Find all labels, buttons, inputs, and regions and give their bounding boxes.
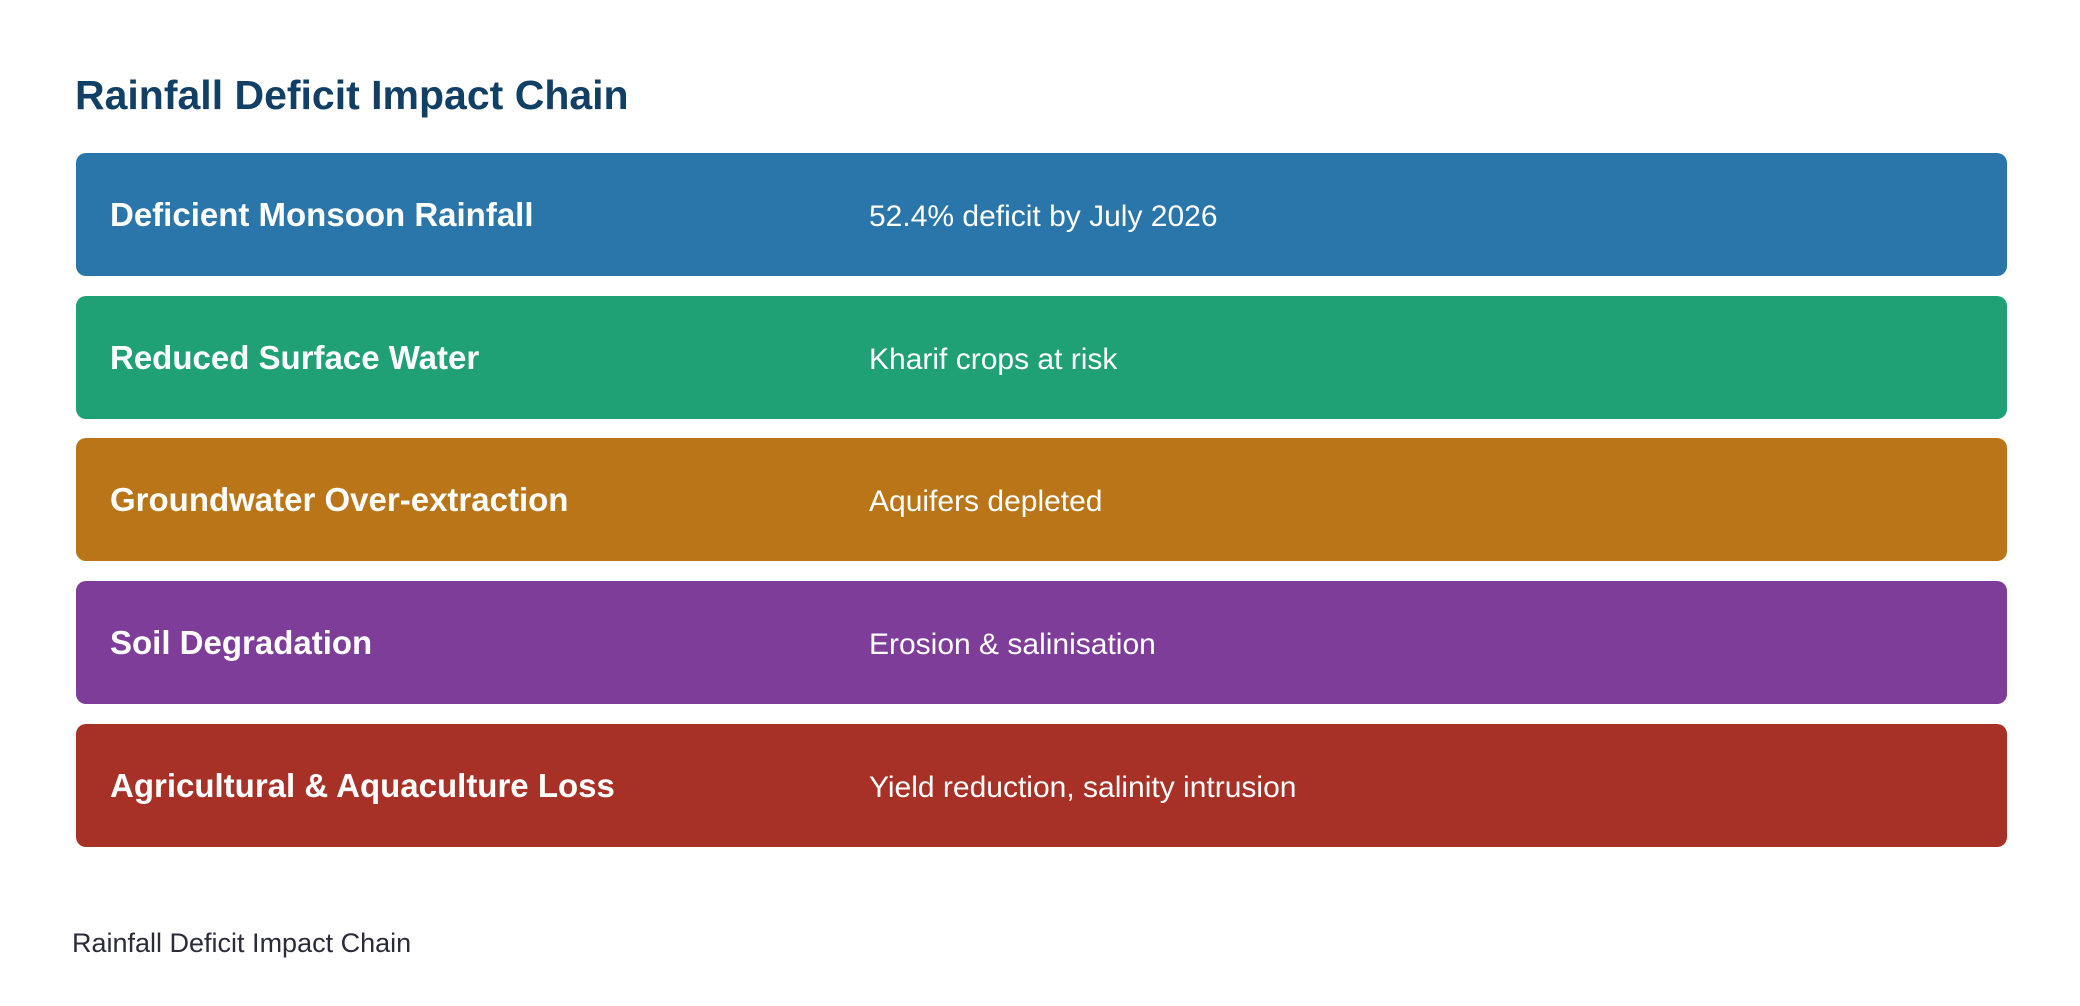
step-label: Reduced Surface Water bbox=[110, 338, 480, 376]
step-detail: Aquifers depleted bbox=[869, 485, 1103, 519]
chain-step: Agricultural & Aquaculture Loss Yield red… bbox=[76, 723, 2007, 847]
title: Rainfall Deficit Impact Chain bbox=[75, 72, 629, 118]
impact-chain: Deficient Monsoon Rainfall 52.4% deficit … bbox=[76, 153, 2007, 866]
chain-step: Soil Degradation Erosion & salinisation bbox=[76, 581, 2007, 705]
step-label: Groundwater Over-extraction bbox=[110, 481, 569, 519]
step-label: Agricultural & Aquaculture Loss bbox=[110, 766, 615, 804]
caption: Rainfall Deficit Impact Chain bbox=[72, 928, 412, 958]
chain-step: Deficient Monsoon Rainfall 52.4% deficit … bbox=[76, 153, 2007, 276]
chain-step: Groundwater Over-extraction Aquifers depl… bbox=[76, 438, 2007, 562]
step-detail: Erosion & salinisation bbox=[869, 628, 1156, 662]
step-detail: Kharif crops at risk bbox=[869, 342, 1118, 376]
step-detail: Yield reduction, salinity intrusion bbox=[869, 770, 1297, 804]
step-label: Soil Degradation bbox=[110, 624, 373, 662]
step-detail: 52.4% deficit by July 2026 bbox=[869, 200, 1218, 233]
step-label: Deficient Monsoon Rainfall bbox=[110, 196, 534, 233]
chain-step: Reduced Surface Water Kharif crops at ris… bbox=[76, 295, 2007, 419]
